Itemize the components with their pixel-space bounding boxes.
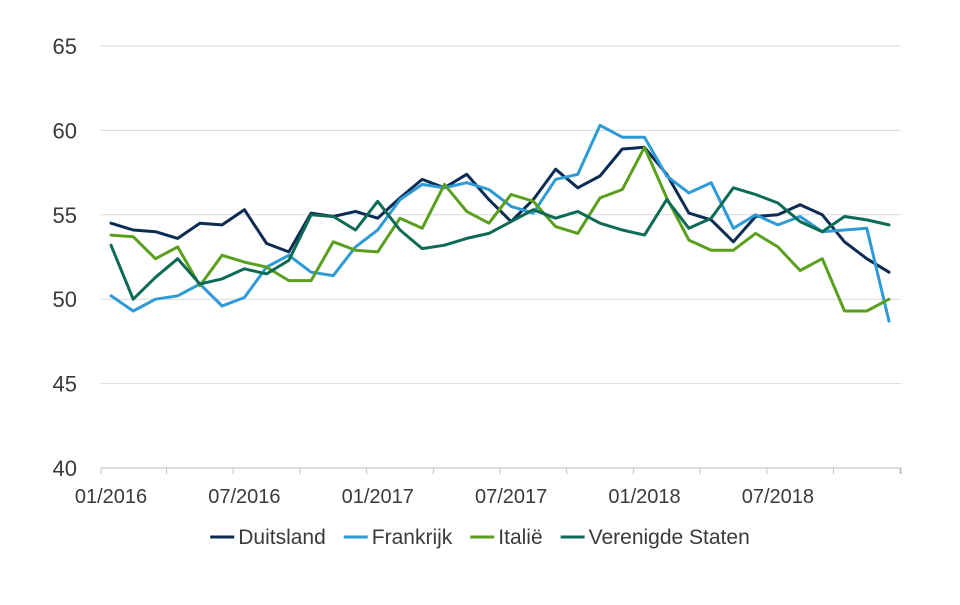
y-tick-label: 40 [53, 456, 77, 481]
axes: 40 45 50 55 60 65 01/2016 07/2016 01/2017 07/2017… [53, 34, 902, 508]
y-tick-label: 65 [53, 34, 77, 59]
legend-label: Duitsland [238, 526, 326, 549]
x-tick-label: 01/2017 [342, 486, 414, 508]
series-line-frankrijk [109, 123, 891, 323]
y-tick-label: 50 [53, 287, 77, 312]
y-tick-label: 55 [53, 203, 77, 228]
y-tick-label: 60 [53, 118, 77, 143]
x-tick-label: 01/2016 [75, 486, 147, 508]
x-tick-label: 01/2018 [608, 486, 680, 508]
x-tick-label: 07/2016 [208, 486, 280, 508]
x-tick-label: 07/2017 [475, 486, 547, 508]
series-lines [109, 123, 891, 323]
legend-label: Frankrijk [372, 526, 453, 549]
legend-label: Italië [498, 526, 542, 549]
legend-label: Verenigde Staten [589, 526, 750, 549]
series-line-verenigde-staten [109, 186, 891, 301]
y-tick-label: 45 [53, 372, 77, 397]
series-line-itali- [109, 145, 891, 313]
x-tick-label: 07/2018 [742, 486, 814, 508]
legend: Duitsland Frankrijk Italië Verenigde Staten [210, 526, 750, 549]
